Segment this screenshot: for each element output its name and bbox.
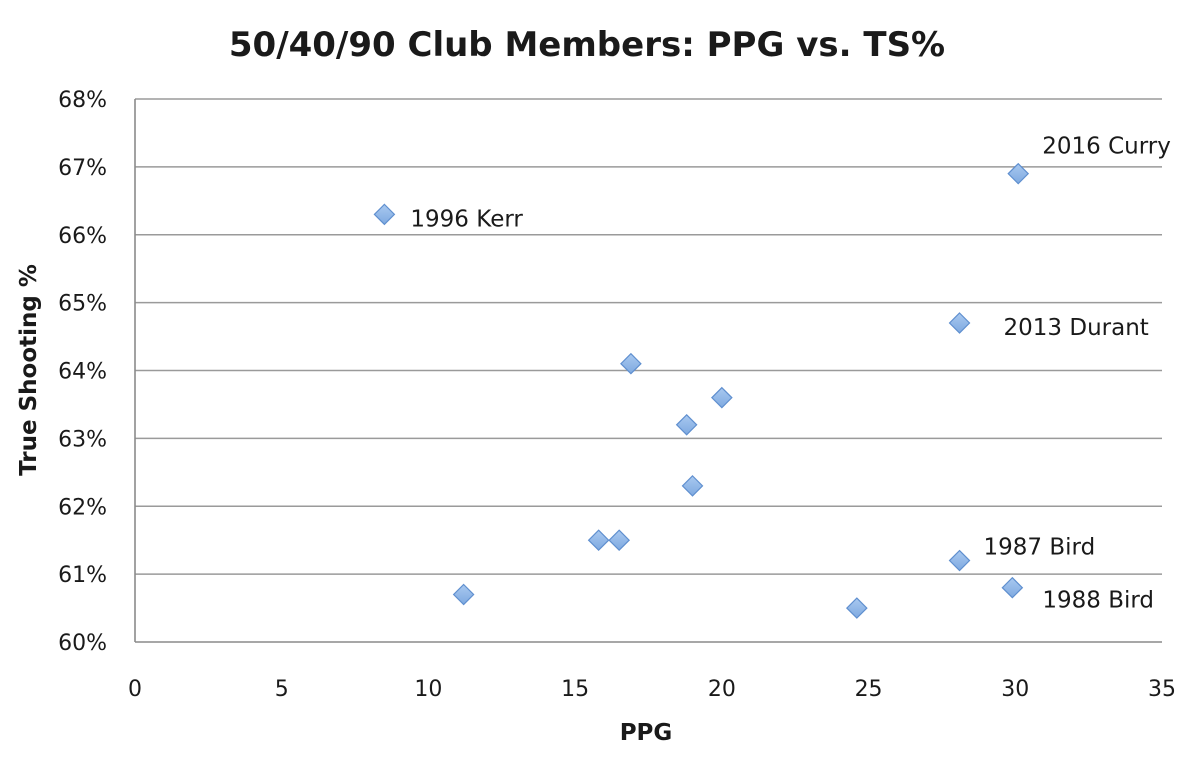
data-label: 1996 Kerr [410, 206, 523, 232]
x-tick-label: 15 [561, 677, 589, 702]
chart-title: 50/40/90 Club Members: PPG vs. TS% [229, 25, 945, 65]
x-tick-label: 5 [275, 677, 289, 702]
y-tick-label: 60% [58, 631, 107, 656]
data-point [681, 475, 704, 497]
data-point [1007, 162, 1030, 185]
x-tick-label: 0 [128, 677, 142, 702]
y-tick-label: 64% [58, 360, 107, 385]
data-point [948, 312, 971, 334]
y-tick-labels: 60% 61% 62% 63% 64% 65% 66% 67% 68% [58, 88, 107, 656]
x-tick-label: 35 [1148, 677, 1176, 702]
data-label: 2013 Durant [1004, 315, 1149, 341]
y-tick-label: 66% [58, 224, 107, 249]
data-label: 2016 Curry [1042, 134, 1171, 160]
y-axis-title: True Shooting % [16, 264, 42, 476]
axes [134, 99, 1162, 643]
y-tick-label: 65% [58, 292, 107, 317]
data-point [373, 203, 396, 226]
data-point [452, 583, 475, 606]
data-point [711, 386, 733, 409]
data-point [948, 549, 971, 572]
data-point [620, 352, 642, 375]
y-tick-label: 67% [58, 156, 107, 181]
y-tick-label: 63% [58, 427, 107, 452]
y-tick-label: 68% [58, 88, 107, 113]
gridlines [135, 98, 1162, 575]
data-point [675, 413, 698, 436]
data-label: 1988 Bird [1042, 588, 1154, 614]
y-tick-label: 62% [58, 495, 107, 520]
point-labels: 1996 Kerr 2013 Durant 1987 Bird 1988 Bird 20… [410, 134, 1170, 614]
x-tick-labels: 0 5 10 15 20 25 30 35 [128, 677, 1176, 702]
y-tick-label: 61% [58, 563, 107, 588]
data-label: 1987 Bird [984, 535, 1096, 561]
data-points [373, 162, 1030, 619]
data-point [587, 529, 610, 552]
x-axis-title: PPG [620, 720, 673, 746]
data-point [845, 597, 868, 619]
x-tick-label: 20 [708, 677, 736, 702]
x-tick-label: 30 [1001, 677, 1029, 702]
x-tick-label: 25 [855, 677, 883, 702]
x-tick-label: 10 [414, 677, 442, 702]
data-point [1001, 576, 1024, 599]
data-point [608, 529, 631, 552]
